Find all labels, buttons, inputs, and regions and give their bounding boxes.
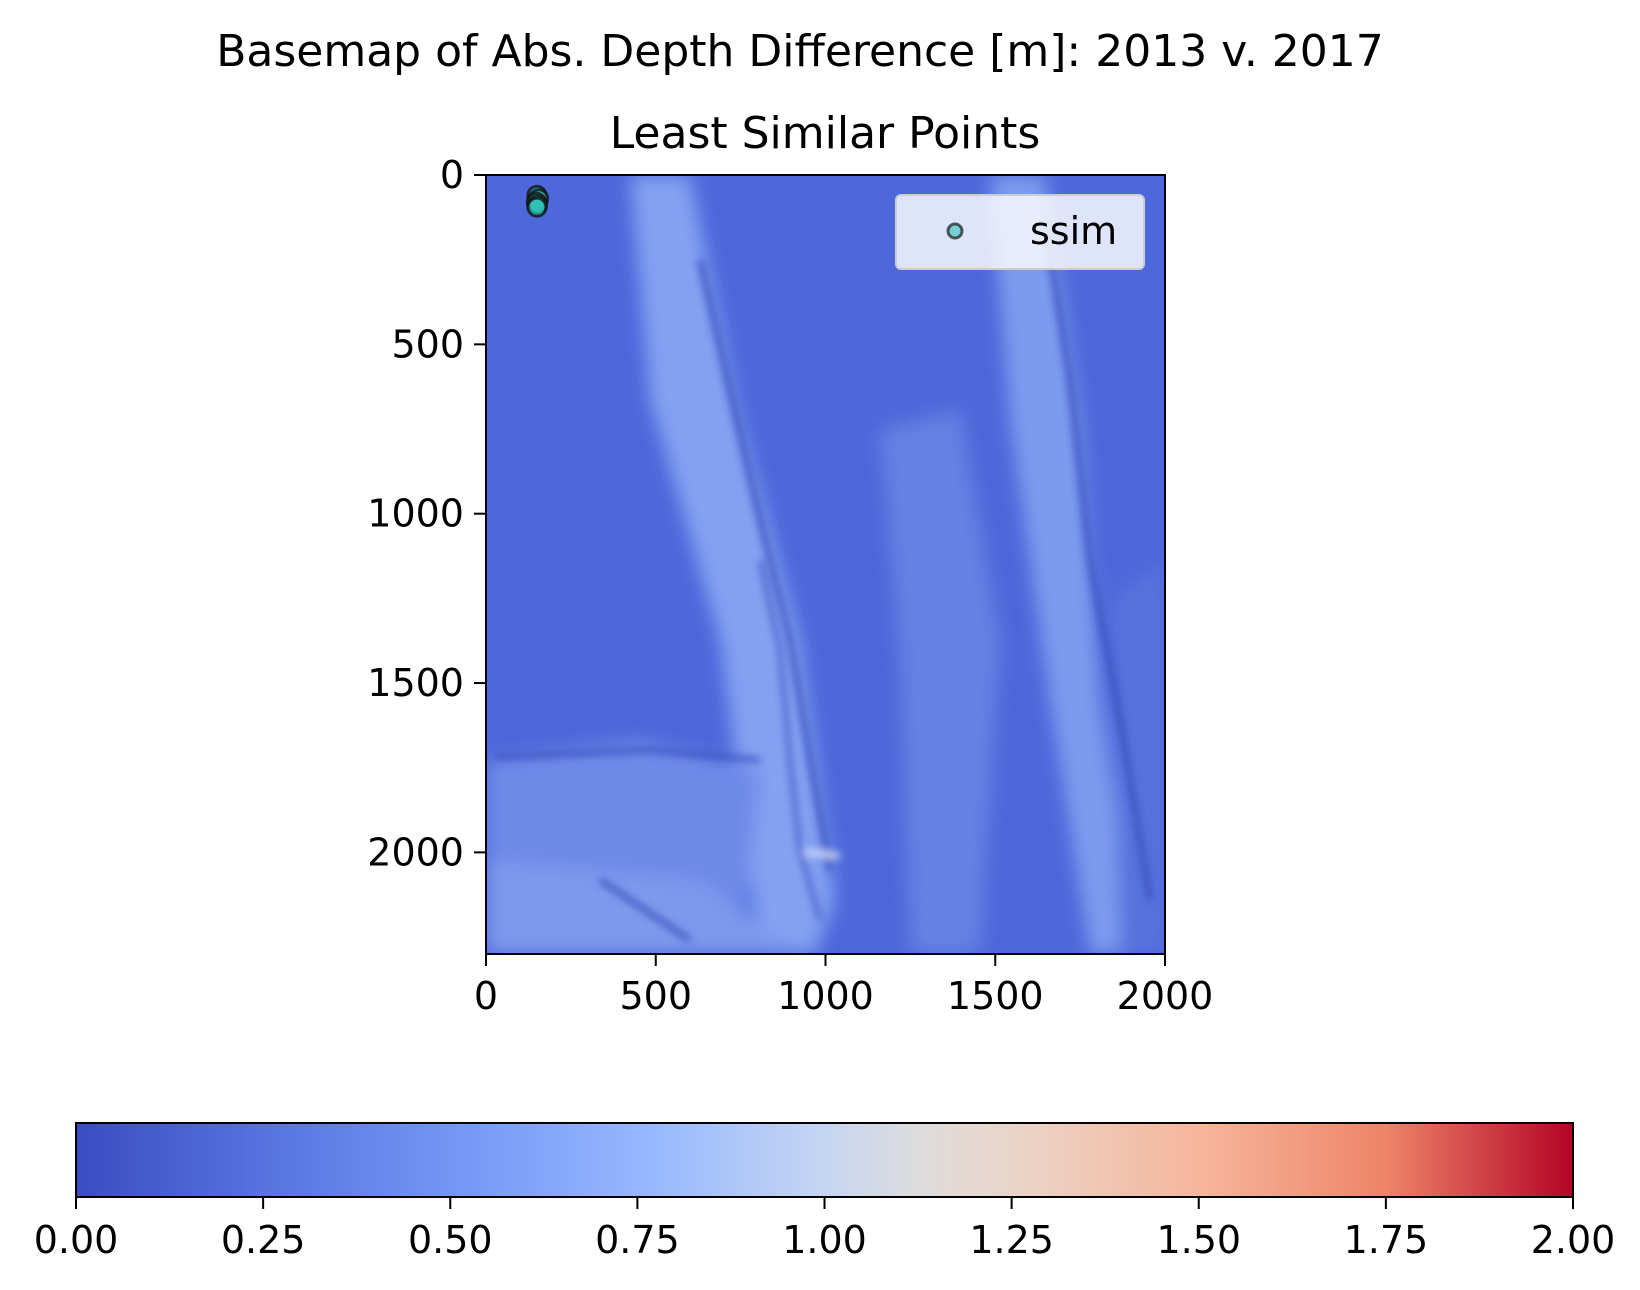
- y-tick-label: 1000: [367, 492, 464, 536]
- chart-subtitle: Least Similar Points: [610, 108, 1041, 159]
- y-tick-label: 1500: [367, 661, 464, 705]
- colorbar-tick-label: 1.50: [1156, 1218, 1241, 1262]
- colorbar-tick-label: 1.00: [782, 1218, 867, 1262]
- ssim-point: [526, 196, 548, 218]
- legend: ssim: [895, 194, 1145, 270]
- x-tick-label: 0: [474, 974, 498, 1018]
- x-tick-label: 1500: [947, 974, 1044, 1018]
- x-axis: 0 500 1000 1500 2000: [474, 954, 1213, 1018]
- colorbar-axis: 0.00 0.25 0.50 0.75 1.00 1.25 1.50 1.75 2.00: [34, 1197, 1616, 1262]
- x-tick-label: 2000: [1117, 974, 1214, 1018]
- colorbar-tick-label: 0.25: [221, 1218, 306, 1262]
- colorbar-tick-label: 1.25: [969, 1218, 1054, 1262]
- ssim-points: [525, 184, 550, 218]
- colorbar-tick-label: 2.00: [1531, 1218, 1616, 1262]
- basemap-image: [486, 175, 1165, 954]
- chart-title: Basemap of Abs. Depth Difference [m]: 20…: [216, 26, 1384, 77]
- colorbar-tick-label: 0.50: [408, 1218, 493, 1262]
- x-tick-label: 500: [619, 974, 692, 1018]
- y-tick-label: 500: [391, 322, 464, 366]
- colorbar-tick-label: 0.00: [34, 1218, 119, 1262]
- legend-box: [895, 194, 1145, 270]
- y-axis: 0 500 1000 1500 2000: [367, 153, 486, 874]
- legend-marker-ssim: [946, 222, 964, 240]
- y-tick-label: 0: [440, 153, 464, 197]
- colorbar-tick-label: 0.75: [595, 1218, 680, 1262]
- colorbar-tick-label: 1.75: [1344, 1218, 1429, 1262]
- colorbar: [75, 1122, 1574, 1198]
- y-tick-label: 2000: [367, 830, 464, 874]
- x-tick-label: 1000: [777, 974, 874, 1018]
- legend-label-ssim: ssim: [1030, 209, 1117, 253]
